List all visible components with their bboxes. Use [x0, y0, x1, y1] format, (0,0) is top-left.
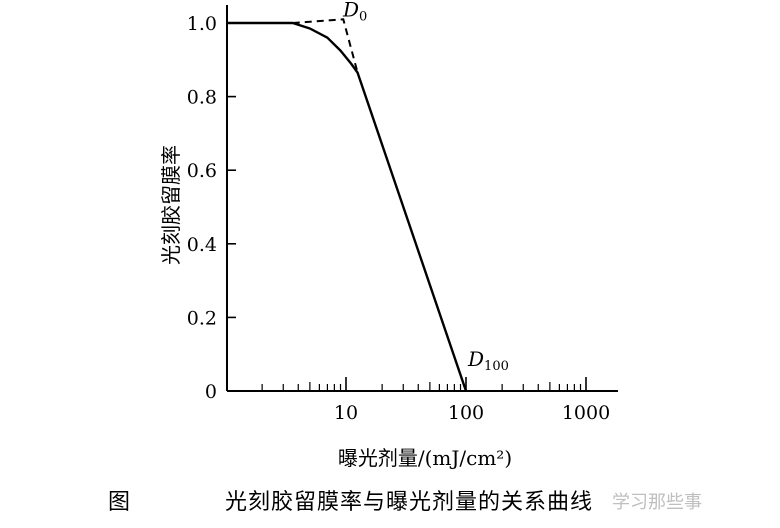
annotation-subscript: 100: [484, 359, 509, 374]
annotation-symbol: D: [467, 347, 484, 371]
y-tick-label: 0.4: [187, 234, 217, 256]
x-axis-label: 曝光剂量/(mJ/cm²): [338, 446, 512, 470]
retention-curve: [226, 21, 468, 392]
series: [226, 18, 468, 392]
y-axis-label: 光刻胶留膜率: [159, 145, 183, 265]
annotation-d100: D100: [467, 347, 509, 374]
caption-prefix: 图: [108, 490, 131, 515]
dashed-extrapolation-line: [292, 18, 359, 73]
annotation-d0: D0: [342, 0, 367, 24]
caption-text: 光刻胶留膜率与曝光剂量的关系曲线: [225, 490, 594, 515]
x-tick-label: 1000: [562, 402, 610, 424]
y-tick-label: 1.0: [187, 13, 217, 35]
ticks: 0 0.2 0.4 0.6 0.8 1.0 10 100 1000: [187, 13, 610, 424]
axes: [226, 5, 618, 392]
watermark: 学习那些事: [612, 492, 702, 513]
y-tick-label: 0.6: [187, 160, 217, 182]
y-tick-label: 0.8: [187, 87, 217, 109]
y-tick-label: 0.2: [187, 307, 217, 329]
annotation-subscript: 0: [359, 9, 367, 24]
x-tick-label: 10: [334, 402, 358, 424]
x-tick-label: 100: [448, 402, 484, 424]
y-tick-label: 0: [205, 381, 217, 403]
annotation-symbol: D: [342, 0, 359, 21]
